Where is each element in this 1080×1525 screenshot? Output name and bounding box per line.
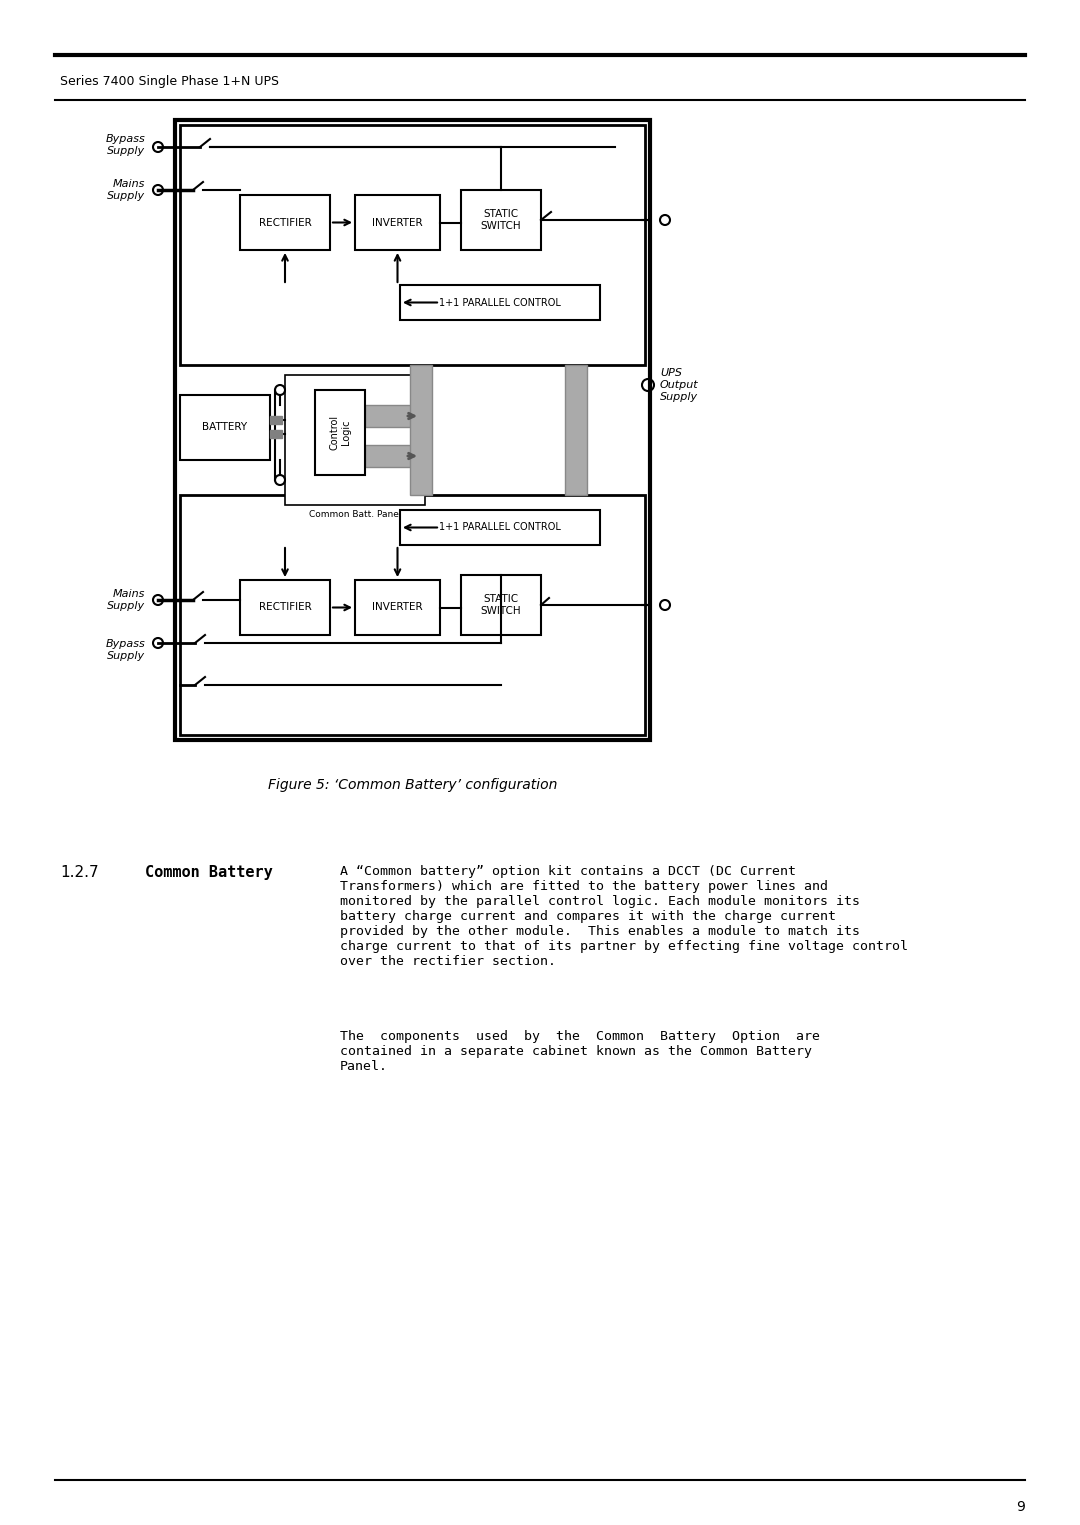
Text: INVERTER: INVERTER xyxy=(373,602,422,613)
Text: Common Battery: Common Battery xyxy=(145,865,273,880)
Bar xyxy=(240,580,330,634)
Bar xyxy=(270,415,282,424)
Text: 1+1 PARALLEL CONTROL: 1+1 PARALLEL CONTROL xyxy=(440,523,561,532)
Bar xyxy=(355,580,440,634)
Text: RECTIFIER: RECTIFIER xyxy=(258,602,311,613)
Text: The  components  used  by  the  Common  Battery  Option  are
contained in a sepa: The components used by the Common Batter… xyxy=(340,1029,820,1074)
Text: RECTIFIER: RECTIFIER xyxy=(258,218,311,227)
Text: 1+1 PARALLEL CONTROL: 1+1 PARALLEL CONTROL xyxy=(440,297,561,308)
Bar xyxy=(180,496,645,735)
Bar xyxy=(315,390,365,474)
Text: 9: 9 xyxy=(1016,1501,1025,1514)
Text: Mains
Supply: Mains Supply xyxy=(107,589,145,612)
Bar xyxy=(461,191,541,250)
Text: Mains
Supply: Mains Supply xyxy=(107,180,145,201)
Text: Common Batt. Panel: Common Batt. Panel xyxy=(309,509,402,518)
Text: Bypass
Supply: Bypass Supply xyxy=(105,639,145,660)
Bar xyxy=(355,195,440,250)
Bar xyxy=(180,125,645,364)
Bar xyxy=(175,120,650,740)
Text: A “Common battery” option kit contains a DCCT (DC Current
Transformers) which ar: A “Common battery” option kit contains a… xyxy=(340,865,908,968)
Bar xyxy=(365,406,420,427)
Text: UPS
Output
Supply: UPS Output Supply xyxy=(660,369,699,401)
Text: Control
Logic: Control Logic xyxy=(329,415,351,450)
Bar xyxy=(400,509,600,544)
Text: INVERTER: INVERTER xyxy=(373,218,422,227)
Bar xyxy=(285,375,426,505)
Text: STATIC
SWITCH: STATIC SWITCH xyxy=(481,209,522,230)
Text: BATTERY: BATTERY xyxy=(202,422,247,433)
Text: Figure 5: ‘Common Battery’ configuration: Figure 5: ‘Common Battery’ configuration xyxy=(268,778,557,791)
Bar xyxy=(400,285,600,320)
Bar xyxy=(365,445,420,467)
Text: STATIC
SWITCH: STATIC SWITCH xyxy=(481,595,522,616)
Text: Bypass
Supply: Bypass Supply xyxy=(105,134,145,156)
Bar xyxy=(565,364,588,496)
Bar xyxy=(461,575,541,634)
Bar xyxy=(240,195,330,250)
Bar xyxy=(410,364,432,496)
Bar xyxy=(180,395,270,461)
Text: 1.2.7: 1.2.7 xyxy=(60,865,98,880)
Text: Series 7400 Single Phase 1+N UPS: Series 7400 Single Phase 1+N UPS xyxy=(60,75,279,88)
Bar xyxy=(270,430,282,438)
